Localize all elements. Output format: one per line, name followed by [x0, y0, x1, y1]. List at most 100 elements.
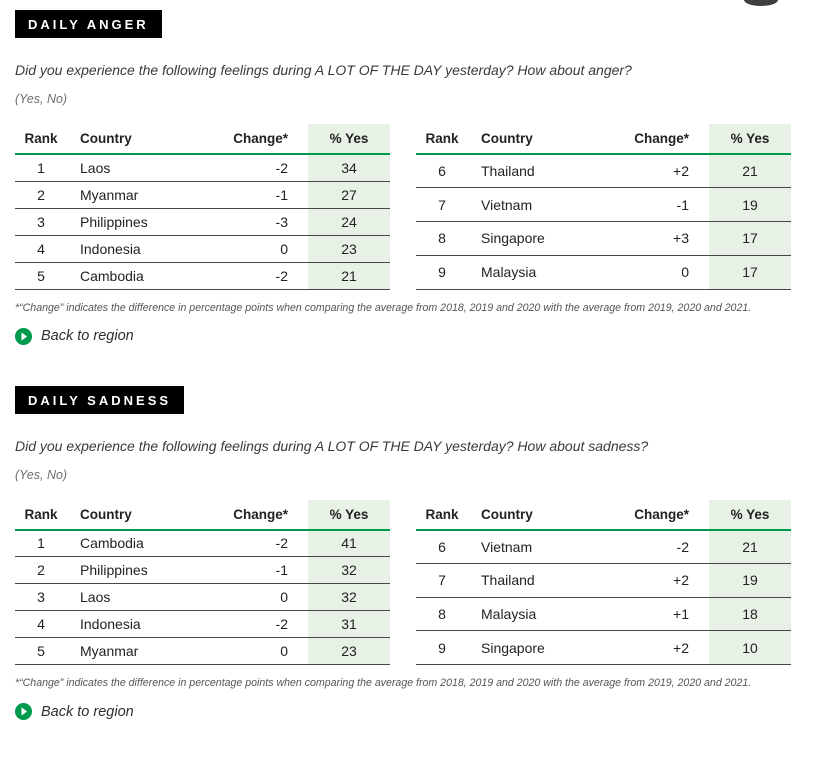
table-row: 7 Thailand +2 19 — [416, 563, 791, 598]
rank-cell: 2 — [15, 556, 67, 584]
change-cell: +2 — [617, 563, 709, 598]
yes-cell: 21 — [308, 262, 390, 290]
country-cell: Philippines — [67, 556, 216, 584]
yes-cell: 31 — [308, 610, 390, 638]
table-row: 5 Myanmar 0 23 — [15, 637, 390, 665]
country-cell: Vietnam — [468, 187, 617, 222]
table-header-row: Rank Country Change* % Yes — [15, 124, 390, 155]
ranking-table-left: Rank Country Change* % Yes 1 Cambodia -2 41… — [15, 499, 390, 665]
rank-cell: 9 — [416, 630, 468, 665]
change-header: Change* — [617, 499, 709, 531]
rank-cell: 3 — [15, 583, 67, 611]
survey-question: Did you experience the following feeling… — [15, 437, 649, 454]
country-cell: Thailand — [468, 563, 617, 598]
table-row: 3 Philippines -3 24 — [15, 208, 390, 236]
answer-scale: (Yes, No) — [15, 467, 68, 482]
yes-header: % Yes — [709, 499, 791, 531]
change-cell: +2 — [617, 630, 709, 665]
table-row: 4 Indonesia 0 23 — [15, 235, 390, 263]
ranking-tables: Rank Country Change* % Yes 1 Cambodia -2 41… — [15, 499, 793, 666]
play-circle-icon — [15, 703, 32, 720]
country-header: Country — [67, 499, 216, 531]
answer-scale: (Yes, No) — [15, 92, 68, 106]
table-header-row: Rank Country Change* % Yes — [416, 124, 791, 155]
country-cell: Thailand — [468, 154, 617, 189]
change-header: Change* — [216, 124, 308, 155]
yes-cell: 21 — [709, 529, 791, 564]
back-to-region-link[interactable]: Back to region — [15, 703, 134, 720]
change-cell: 0 — [216, 583, 308, 611]
back-to-region-label: Back to region — [41, 703, 134, 720]
table-row: 5 Cambodia -2 21 — [15, 262, 390, 290]
table-row: 2 Myanmar -1 27 — [15, 181, 390, 209]
rank-cell: 9 — [416, 255, 468, 290]
change-cell: 0 — [617, 255, 709, 290]
change-header: Change* — [216, 499, 308, 531]
table-row: 2 Philippines -1 32 — [15, 556, 390, 584]
rank-cell: 6 — [416, 154, 468, 189]
table-row: 7 Vietnam -1 19 — [416, 187, 791, 222]
survey-question: Did you experience the following feeling… — [15, 62, 632, 78]
country-cell: Laos — [67, 583, 216, 611]
country-cell: Philippines — [67, 208, 216, 236]
rank-header: Rank — [15, 499, 67, 531]
country-cell: Cambodia — [67, 529, 216, 557]
rank-cell: 1 — [15, 154, 67, 182]
rank-cell: 5 — [15, 637, 67, 665]
yes-cell: 21 — [709, 154, 791, 189]
change-cell: -2 — [216, 529, 308, 557]
table-row: 6 Vietnam -2 21 — [416, 529, 791, 564]
change-cell: -1 — [216, 556, 308, 584]
yes-cell: 17 — [709, 255, 791, 290]
country-header: Country — [468, 124, 617, 155]
change-header: Change* — [617, 124, 709, 155]
change-cell: 0 — [216, 637, 308, 665]
rank-cell: 4 — [15, 610, 67, 638]
yes-cell: 19 — [709, 187, 791, 222]
change-cell: -1 — [617, 187, 709, 222]
yes-cell: 23 — [308, 637, 390, 665]
change-cell: +2 — [617, 154, 709, 189]
table-row: 8 Malaysia +1 18 — [416, 597, 791, 632]
country-cell: Indonesia — [67, 610, 216, 638]
country-header: Country — [468, 499, 617, 531]
table-row: 8 Singapore +3 17 — [416, 221, 791, 256]
change-cell: +3 — [617, 221, 709, 256]
country-cell: Singapore — [468, 221, 617, 256]
change-footnote: *“Change” indicates the difference in pe… — [15, 677, 752, 689]
rank-cell: 8 — [416, 597, 468, 632]
country-cell: Malaysia — [468, 597, 617, 632]
change-cell: -2 — [216, 262, 308, 290]
section-title: DAILY SADNESS — [15, 385, 185, 414]
yes-cell: 27 — [308, 181, 390, 209]
back-to-region-label: Back to region — [41, 328, 134, 344]
yes-cell: 32 — [308, 556, 390, 584]
country-cell: Myanmar — [67, 181, 216, 209]
yes-cell: 24 — [308, 208, 390, 236]
rank-cell: 4 — [15, 235, 67, 263]
table-header-row: Rank Country Change* % Yes — [416, 499, 791, 531]
yes-header: % Yes — [308, 499, 390, 531]
yes-cell: 10 — [709, 630, 791, 665]
change-cell: +1 — [617, 597, 709, 632]
table-row: 1 Cambodia -2 41 — [15, 529, 390, 557]
change-cell: -1 — [216, 181, 308, 209]
table-row: 1 Laos -2 34 — [15, 154, 390, 182]
rank-cell: 3 — [15, 208, 67, 236]
country-cell: Indonesia — [67, 235, 216, 263]
ranking-table-right: Rank Country Change* % Yes 6 Vietnam -2 21 7… — [416, 499, 791, 666]
section-daily-sadness: DAILY SADNESS Did you experience the fol… — [15, 385, 793, 726]
country-cell: Cambodia — [67, 262, 216, 290]
yes-cell: 32 — [308, 583, 390, 611]
yes-cell: 18 — [709, 597, 791, 632]
play-circle-icon — [15, 327, 32, 345]
country-cell: Vietnam — [468, 529, 617, 564]
back-to-region-link[interactable]: Back to region — [15, 327, 134, 345]
change-footnote: *“Change” indicates the difference in pe… — [15, 301, 752, 314]
country-cell: Malaysia — [468, 255, 617, 290]
table-row: 4 Indonesia -2 31 — [15, 610, 390, 638]
change-cell: -2 — [216, 154, 308, 182]
table-row: 9 Singapore +2 10 — [416, 630, 791, 665]
rank-cell: 8 — [416, 221, 468, 256]
rank-cell: 2 — [15, 181, 67, 209]
